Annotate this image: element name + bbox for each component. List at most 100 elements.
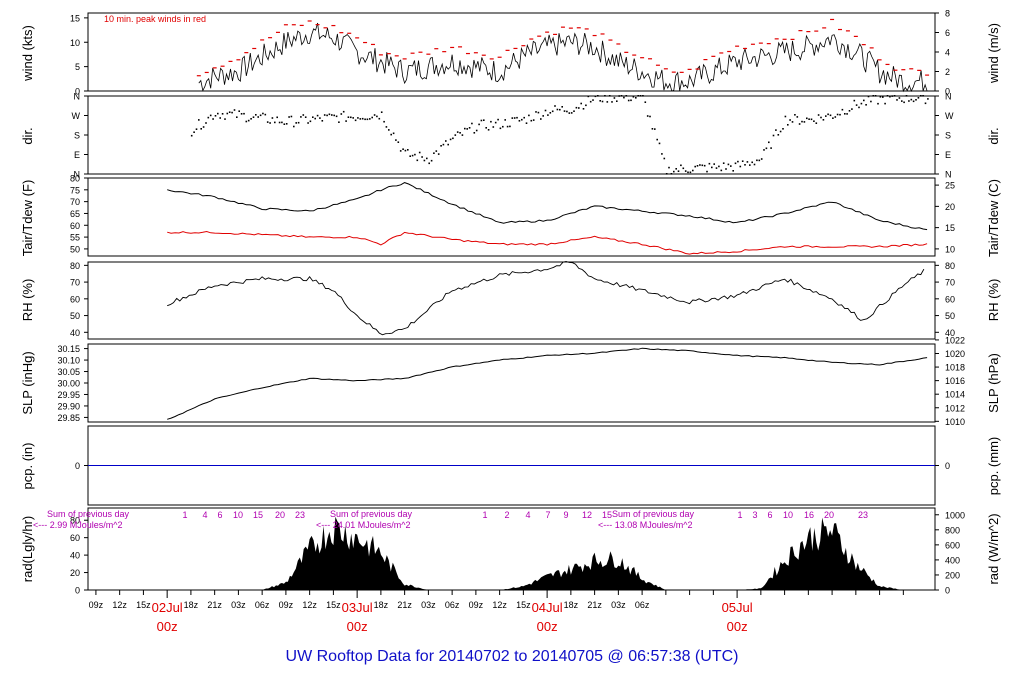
rad-sun-hour-label: 10 bbox=[783, 510, 793, 520]
wind-ytick-label-left: 10 bbox=[70, 38, 80, 48]
x-hour-tick-label: 15z bbox=[326, 600, 341, 610]
rad-sun-hour-label: 4 bbox=[525, 510, 530, 520]
dir-point bbox=[903, 101, 905, 104]
dir-point bbox=[589, 100, 592, 103]
rad-ylabel-left: rad(Lgly/hr) bbox=[20, 516, 35, 582]
dir-point bbox=[860, 102, 863, 105]
x-date-time-label: 00z bbox=[727, 619, 748, 634]
temp-ylabel-left: Tair/Tdew (F) bbox=[20, 180, 35, 257]
dir-point bbox=[575, 106, 578, 109]
dir-point bbox=[834, 116, 837, 118]
dir-point bbox=[646, 115, 649, 117]
rh-ytick-label-left: 50 bbox=[70, 311, 80, 321]
rad-ytick-label-right: 800 bbox=[945, 525, 960, 535]
dir-point bbox=[867, 95, 870, 98]
dir-point bbox=[839, 113, 841, 116]
rad-sun-hour-label: 3 bbox=[752, 510, 757, 520]
dir-point bbox=[889, 95, 891, 98]
dir-point bbox=[801, 120, 803, 123]
dir-point bbox=[753, 163, 756, 166]
x-hour-tick-label: 09z bbox=[279, 600, 294, 610]
dir-point bbox=[442, 143, 445, 146]
dir-point bbox=[855, 104, 858, 106]
dir-point bbox=[487, 129, 490, 131]
dir-point bbox=[221, 113, 224, 115]
rh-ytick-label-left: 70 bbox=[70, 278, 80, 288]
dir-point bbox=[734, 162, 737, 165]
dir-point bbox=[468, 127, 471, 129]
rad-sun-hour-label: 1 bbox=[182, 510, 187, 520]
dir-point bbox=[620, 95, 623, 97]
dir-point bbox=[851, 108, 853, 110]
dir-point bbox=[715, 167, 718, 169]
dir-point bbox=[630, 99, 632, 102]
dir-point bbox=[822, 119, 825, 121]
dir-point bbox=[782, 128, 784, 130]
dir-point bbox=[345, 120, 347, 122]
rad-ytick-label-left: 0 bbox=[75, 586, 80, 596]
rad-sun-hour-label: 1 bbox=[482, 510, 487, 520]
dir-point bbox=[316, 114, 319, 117]
dir-point bbox=[454, 134, 457, 136]
dir-point bbox=[879, 96, 882, 98]
dir-point bbox=[808, 118, 810, 120]
dir-point bbox=[908, 100, 910, 102]
wind-ytick-label-right: 8 bbox=[945, 9, 950, 19]
rad-sun-hour-label: 2 bbox=[504, 510, 509, 520]
dir-point bbox=[226, 112, 229, 115]
dir-point bbox=[687, 171, 689, 174]
dir-point bbox=[625, 95, 628, 97]
dir-point bbox=[853, 99, 856, 102]
slp-ytick-label-left: 30.15 bbox=[57, 344, 80, 354]
slp-ytick-label-right: 1012 bbox=[945, 403, 965, 413]
wind-ytick-label-left: 5 bbox=[75, 62, 80, 72]
dir-point bbox=[737, 160, 739, 163]
dir-point bbox=[877, 102, 879, 105]
slp-ytick-label-right: 1010 bbox=[945, 417, 965, 427]
rad-sun-hour-label: 12 bbox=[582, 510, 592, 520]
dir-point bbox=[385, 126, 388, 128]
dir-point bbox=[813, 120, 815, 122]
dir-point bbox=[475, 129, 478, 132]
dir-point bbox=[257, 116, 259, 118]
dir-point bbox=[699, 164, 701, 166]
dir-point bbox=[787, 124, 789, 126]
dir-point bbox=[402, 148, 404, 150]
temp-ytick-label-left: 55 bbox=[70, 233, 80, 243]
x-hour-tick-label: 15z bbox=[136, 600, 151, 610]
rad-sum-label: Sum of previous day bbox=[330, 509, 413, 519]
rad-sun-hour-label: 9 bbox=[563, 510, 568, 520]
dir-ytick-label-left: N bbox=[74, 92, 81, 102]
dir-point bbox=[706, 170, 708, 173]
dir-point bbox=[319, 117, 321, 119]
dir-point bbox=[285, 123, 288, 125]
dir-point bbox=[656, 138, 658, 141]
dir-point bbox=[473, 132, 476, 134]
dir-point bbox=[770, 147, 772, 149]
dir-point bbox=[820, 116, 822, 119]
dir-point bbox=[694, 165, 696, 168]
dir-point bbox=[198, 119, 200, 121]
dir-point bbox=[905, 95, 908, 97]
dir-point bbox=[665, 173, 668, 175]
dir-point bbox=[471, 122, 473, 125]
dir-point bbox=[364, 118, 366, 121]
dir-point bbox=[551, 110, 554, 113]
dir-ytick-label-left: W bbox=[72, 111, 81, 121]
dir-point bbox=[504, 119, 506, 121]
page-title: UW Rooftop Data for 20140702 to 20140705… bbox=[285, 648, 739, 665]
dir-point bbox=[718, 165, 720, 168]
x-hour-tick-label: 18z bbox=[564, 600, 579, 610]
dir-point bbox=[271, 117, 274, 119]
dir-point bbox=[395, 139, 397, 141]
dir-point bbox=[708, 162, 711, 165]
dir-point bbox=[293, 125, 295, 128]
dir-ylabel-left: dir. bbox=[20, 127, 35, 144]
rh-ytick-label-left: 60 bbox=[70, 294, 80, 304]
dir-point bbox=[594, 95, 597, 98]
x-hour-tick-label: 09z bbox=[89, 600, 104, 610]
dir-point bbox=[727, 163, 730, 166]
dir-ytick-label-right: E bbox=[945, 150, 951, 160]
dir-point bbox=[456, 131, 459, 133]
